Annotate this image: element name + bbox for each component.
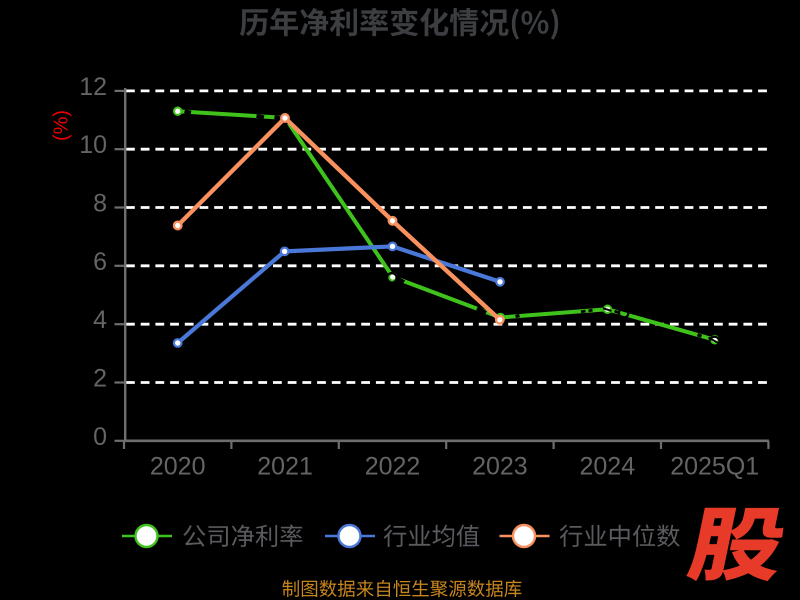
svg-text:10: 10 bbox=[79, 131, 107, 159]
svg-text:(%): (%) bbox=[51, 110, 73, 141]
svg-text:2020: 2020 bbox=[150, 453, 206, 481]
svg-text:2023: 2023 bbox=[472, 453, 528, 481]
svg-text:2025Q1: 2025Q1 bbox=[670, 453, 759, 481]
svg-text:4: 4 bbox=[93, 306, 107, 334]
svg-text:2021: 2021 bbox=[257, 453, 313, 481]
svg-text:2024: 2024 bbox=[579, 453, 635, 481]
svg-text:2022: 2022 bbox=[365, 453, 421, 481]
svg-text:0: 0 bbox=[93, 423, 107, 451]
svg-text:8: 8 bbox=[93, 190, 107, 218]
svg-text:12: 12 bbox=[79, 73, 107, 101]
svg-text:2: 2 bbox=[93, 365, 107, 393]
svg-text:6: 6 bbox=[93, 248, 107, 276]
